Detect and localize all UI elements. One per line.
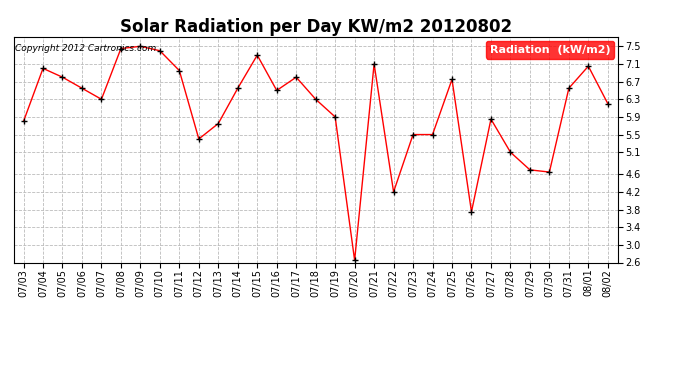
Legend: Radiation  (kW/m2): Radiation (kW/m2) <box>486 41 614 58</box>
Title: Solar Radiation per Day KW/m2 20120802: Solar Radiation per Day KW/m2 20120802 <box>119 18 512 36</box>
Text: Copyright 2012 Cartronics.com: Copyright 2012 Cartronics.com <box>15 44 156 53</box>
